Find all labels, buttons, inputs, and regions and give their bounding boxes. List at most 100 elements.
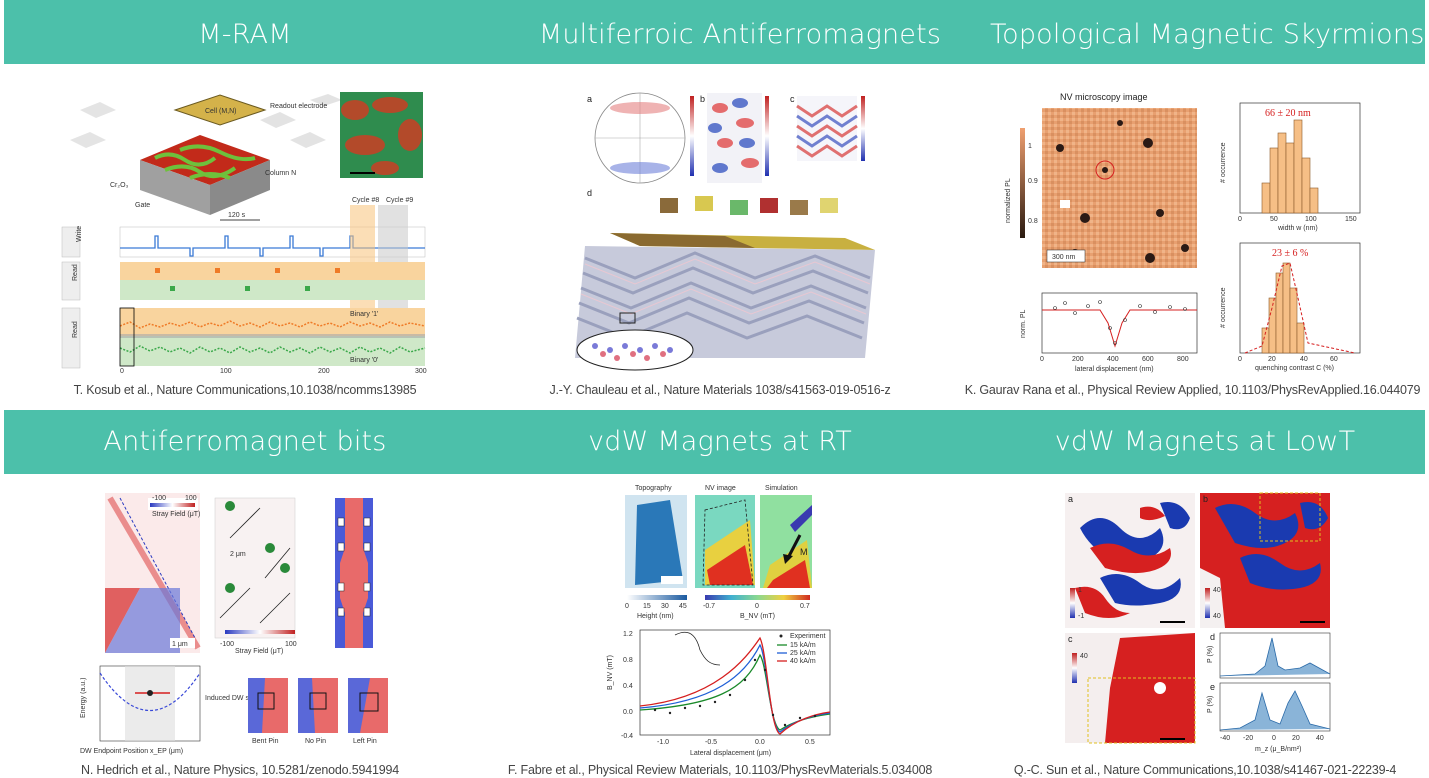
figure-vdw-lowt: a 1 -1 b 40 40 c 40 d P (%) [1060,488,1340,758]
sk-prof-xt2: 400 [1107,356,1119,363]
mram-material-label: Cr₂O₃ [110,182,129,189]
sk-hist2-label: 23 ± 6 % [1272,248,1308,259]
sk-hist2-ylabel: # occurrence [1220,287,1227,328]
section-title-afm-bits: Antiferromagnet bits [103,426,387,457]
sk-hist2-xt3: 60 [1330,356,1338,363]
lt-panel-e: e [1210,682,1215,692]
rt-yt4: -0.4 [621,733,633,740]
afm-pin-a: Bent Pin [252,738,279,745]
rt-field-label: B_NV (mT) [740,613,775,620]
rt-legend-3: 40 kA/m [790,658,816,665]
section-title-skyrmions: Topological Magnetic Skyrmions [990,19,1425,50]
rt-legend-2: 25 kA/m [790,650,816,657]
sk-nv-title: NV microscopy image [1060,92,1148,102]
sk-scalebar: 300 nm [1052,254,1076,261]
mram-cell-label: Cell (M,N) [205,108,237,115]
lt-panel-c: c [1068,634,1073,644]
sk-cb-1: 1 [1028,143,1032,150]
mram-cycle9: Cycle #9 [386,197,413,204]
mf-panel-a: a [587,94,592,104]
afm-scale2: 2 μm [230,551,246,558]
rt-xt2: 0.0 [755,739,765,746]
lt-ylabel-e: P (%) [1207,696,1214,713]
afm-energy-ylabel: Energy (a.u.) [80,678,87,718]
rt-f-t0: -0.7 [703,603,715,610]
rt-legend-1: 15 kA/m [790,642,816,649]
rt-col3: Simulation [765,485,798,492]
rt-yt3: 0.0 [623,709,633,716]
afm-cb2-title: Stray Field (μT) [235,648,283,655]
sk-prof-xt3: 600 [1142,356,1154,363]
rt-xt1: -0.5 [705,739,717,746]
sk-profile-ylabel: norm. PL [1020,309,1027,338]
figure-multiferroic: a b c [565,88,880,373]
mram-binary-0: Binary '0' [350,357,378,364]
caption-vdw-lowt: Q.-C. Sun et al., Nature Communications,… [1013,763,1397,777]
sk-hist2-xt1: 20 [1268,356,1276,363]
sk-colorbar-label: normalized PL [1005,178,1012,223]
sk-prof-xt1: 200 [1072,356,1084,363]
sk-cb-09: 0.9 [1028,178,1038,185]
section-title-vdw-rt: vdW Magnets at RT [588,426,852,457]
lt-cb-a-bot: -1 [1078,613,1084,620]
sk-hist1-xt0: 0 [1238,216,1242,223]
rt-h-t1: 15 [643,603,651,610]
lt-xt4: 40 [1316,735,1324,742]
sk-hist2-xlabel: quenching contrast C (%) [1255,365,1334,372]
mram-write-row: Write [76,226,83,242]
sk-hist1-xt2: 100 [1305,216,1317,223]
afm-induced: Induced DW shift [205,695,258,702]
rt-f-t2: 0.7 [800,603,810,610]
rt-yt1: 0.8 [623,657,633,664]
mram-xtick-0: 0 [120,368,124,375]
section-title-vdw-lowt: vdW Magnets at LowT [1054,426,1356,457]
figure-mram: Cell (M,N) Readout electrode Column N Cr… [60,80,430,375]
rt-xt0: -1.0 [657,739,669,746]
rt-h-t0: 0 [625,603,629,610]
sk-cb-08: 0.8 [1028,218,1038,225]
lt-cb-b-bot: 40 [1213,613,1221,620]
mram-time-marker: 120 s [228,212,246,219]
mram-readout-label: Readout electrode [270,103,327,110]
section-title-mram: M-RAM [198,19,292,50]
sk-hist1-xlabel: width w (nm) [1277,225,1318,232]
figure-skyrmions: NV microscopy image normalized PL 1 0.9 … [1000,88,1375,373]
lt-cb-c-top: 40 [1080,653,1088,660]
sk-hist1-label: 66 ± 20 nm [1265,108,1311,119]
sk-hist2-xt2: 40 [1300,356,1308,363]
rt-arrow-m: M [800,547,808,557]
mf-panel-b: b [700,94,705,104]
lt-panel-a: a [1068,494,1073,504]
lt-cb-a-top: 1 [1078,587,1082,594]
mf-panel-d: d [587,188,592,198]
lt-panel-d: d [1210,632,1215,642]
rt-xt3: 0.5 [805,739,815,746]
rt-h-t2: 30 [661,603,669,610]
figure-afm-bits: -100 100 Stray Field (μT) 1 μm 2 μm -100… [80,488,405,760]
mram-binary-1: Binary '1' [350,311,378,318]
lt-panel-b: b [1203,494,1208,504]
caption-skyrmions: K. Gaurav Rana et al., Physical Review A… [964,383,1421,397]
section-title-multiferroic: Multiferroic Antiferromagnets [538,19,942,50]
mram-xtick-200: 200 [318,368,330,375]
afm-cb2-min: -100 [220,641,234,648]
lt-ylabel-d: P (%) [1207,646,1214,663]
rt-col2: NV image [705,485,736,492]
rt-f-t1: 0 [755,603,759,610]
caption-mram: T. Kosub et al., Nature Communications,1… [73,383,417,397]
lt-xt1: -20 [1243,735,1253,742]
sk-hist1-xt3: 150 [1345,216,1357,223]
lt-xt2: 0 [1272,735,1276,742]
lt-xt3: 20 [1292,735,1300,742]
mram-xtick-300: 300 [415,368,427,375]
sk-hist1-xt1: 50 [1270,216,1278,223]
sk-hist1-ylabel: # occurrence [1220,142,1227,183]
mram-gate-label: Gate [135,202,150,209]
afm-cb2-max: 100 [285,641,297,648]
afm-cb-min: -100 [152,495,166,502]
lt-xt0: -40 [1220,735,1230,742]
afm-scale1: 1 μm [172,641,188,648]
afm-pin-c: Left Pin [353,738,377,745]
mram-cycle8: Cycle #8 [352,197,379,204]
rt-yt0: 1.2 [623,631,633,638]
